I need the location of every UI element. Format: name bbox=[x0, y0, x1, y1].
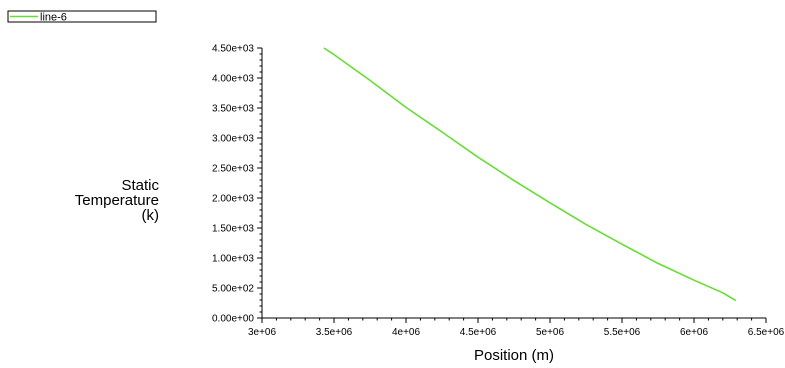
x-tick-label: 4.5e+06 bbox=[460, 327, 497, 338]
y-axis-title-line-1: Static bbox=[121, 177, 159, 194]
y-tick-label: 3.50e+03 bbox=[212, 104, 254, 115]
y-tick-label: 4.00e+03 bbox=[212, 74, 254, 85]
y-tick-label: 3.00e+03 bbox=[212, 134, 254, 145]
x-tick-label: 3.5e+06 bbox=[316, 327, 353, 338]
legend-box bbox=[7, 10, 157, 23]
legend-label: line-6 bbox=[40, 12, 67, 24]
x-axis-title: Position (m) bbox=[474, 347, 554, 364]
y-axis-title: Static Temperature (k) bbox=[75, 177, 160, 224]
x-tick-label: 6e+06 bbox=[680, 327, 709, 338]
x-tick-label: 3e+06 bbox=[248, 327, 277, 338]
x-tick-label: 4e+06 bbox=[392, 327, 421, 338]
y-axis-title-line-2: Temperature bbox=[75, 192, 159, 209]
x-tick-label: 5e+06 bbox=[536, 327, 565, 338]
series-layer bbox=[323, 47, 737, 302]
x-tick-label: 5.5e+06 bbox=[604, 327, 641, 338]
y-axis-title-line-3: (k) bbox=[142, 207, 160, 224]
y-tick-label: 1.00e+03 bbox=[212, 254, 254, 265]
y-tick-label: 5.00e+02 bbox=[212, 284, 254, 295]
y-tick-label: 1.50e+03 bbox=[212, 224, 254, 235]
series-line-line-6 bbox=[323, 47, 737, 302]
y-tick-label: 4.50e+03 bbox=[212, 44, 254, 55]
x-tick-label: 6.5e+06 bbox=[748, 327, 785, 338]
y-tick-label: 2.50e+03 bbox=[212, 164, 254, 175]
y-tick-label: 0.00e+00 bbox=[212, 314, 254, 325]
x-ticks: 3e+06 3.5e+06 4e+06 4.5e+06 5e+06 5.5e+06 6e+0… bbox=[248, 318, 785, 338]
y-tick-label: 2.00e+03 bbox=[212, 194, 254, 205]
y-ticks: 0.00e+00 5.00e+02 1.00e+03 1.50e+03 2.00e+03… bbox=[212, 44, 262, 325]
legend: line-6 bbox=[7, 10, 157, 24]
